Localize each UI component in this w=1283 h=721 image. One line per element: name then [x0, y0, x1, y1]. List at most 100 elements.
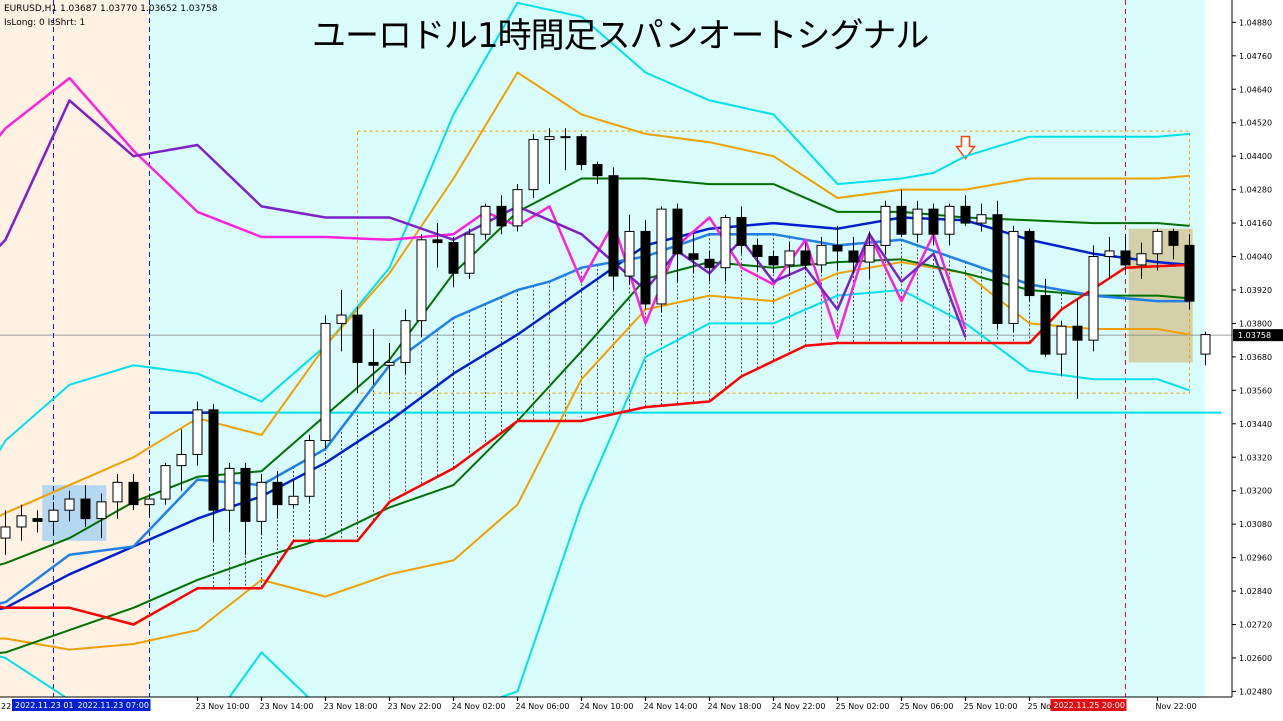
candle	[576, 133, 587, 171]
candle	[144, 493, 155, 516]
indicator-line	[0, 1, 1190, 452]
candle-body	[288, 495, 299, 506]
candle	[1200, 331, 1211, 366]
candle	[1024, 228, 1035, 302]
candle-body	[544, 136, 555, 140]
candle	[736, 206, 747, 254]
candle-body	[304, 440, 315, 497]
candle-body	[768, 256, 779, 266]
candle-body	[576, 136, 587, 166]
price-tick-label: 1.04160	[1239, 219, 1272, 228]
candle	[1040, 278, 1051, 357]
time-tick-label: 24 Nov 22:00	[772, 702, 826, 711]
candle-body	[208, 409, 219, 511]
candle	[240, 462, 251, 555]
candle-body	[928, 208, 939, 235]
candle	[256, 473, 267, 536]
candle	[928, 203, 939, 246]
candle-body	[688, 253, 699, 260]
candle-body	[1136, 253, 1147, 266]
candle	[208, 404, 219, 541]
candle-body	[592, 164, 603, 177]
candle	[416, 234, 427, 338]
price-tick-label: 1.04760	[1239, 52, 1272, 61]
candle	[784, 242, 795, 277]
candle-body	[1200, 334, 1211, 355]
candle	[640, 220, 651, 310]
price-tick-label: 1.04280	[1239, 186, 1272, 195]
candle	[944, 203, 955, 246]
candle	[1104, 237, 1115, 279]
candle	[80, 485, 91, 527]
candle-body	[352, 314, 363, 363]
candle	[768, 250, 779, 274]
time-marker-tag	[12, 699, 88, 711]
indicator-line	[0, 258, 1190, 654]
candle-body	[48, 509, 59, 522]
candle	[816, 237, 827, 274]
price-tick-label: 1.04640	[1239, 85, 1272, 94]
candle	[320, 315, 331, 449]
candle-body	[64, 498, 75, 511]
price-tick-label: 1.02480	[1239, 687, 1272, 696]
candle	[96, 493, 107, 539]
candle-body	[624, 230, 635, 277]
candle-body	[880, 205, 891, 246]
candle-body	[704, 258, 715, 269]
candle-body	[992, 214, 1003, 324]
candle-body	[528, 138, 539, 191]
candle	[752, 239, 763, 271]
candle-body	[1120, 250, 1131, 266]
candle-body	[480, 205, 491, 235]
candle-body	[960, 205, 971, 224]
time-tick-label: Nov 22:00	[1156, 702, 1197, 711]
candle-body	[400, 320, 411, 363]
candle-body	[128, 481, 139, 506]
indicator-line	[0, 261, 1190, 651]
candle	[496, 195, 507, 235]
candle-body	[224, 467, 235, 511]
time-tick-label: 22	[1, 702, 11, 711]
candle	[1088, 245, 1099, 352]
signal-status: IsLong: 0 IsShrt: 1	[4, 18, 86, 28]
candle-body	[80, 498, 91, 520]
candle	[880, 200, 891, 254]
candle	[272, 471, 283, 519]
candle	[368, 329, 379, 385]
candle	[688, 234, 699, 274]
time-tick-label: 24 Nov 18:00	[708, 702, 762, 711]
candle-body	[16, 515, 27, 528]
price-tick-label: 1.03080	[1239, 520, 1272, 529]
candle	[864, 231, 875, 279]
candle-body	[976, 214, 987, 224]
candle-body	[736, 217, 747, 246]
candle	[32, 510, 43, 533]
indicator-line	[0, 289, 1190, 721]
candle-body	[512, 189, 523, 227]
time-tick-label: 23 Nov 10:00	[196, 702, 250, 711]
indicator-line	[0, 263, 1190, 626]
candle-body	[0, 526, 11, 539]
time-marker-tag	[1050, 699, 1127, 711]
time-tick-label: 23 Nov 22:00	[388, 702, 442, 711]
candle-body	[1024, 230, 1035, 297]
candle-body	[1008, 230, 1019, 324]
candle-body	[832, 244, 843, 252]
candle	[848, 237, 859, 274]
candle-body	[272, 481, 283, 506]
candle	[112, 473, 123, 519]
candle	[176, 429, 187, 491]
candle	[1120, 234, 1131, 271]
candle-body	[320, 322, 331, 442]
session-zone	[0, 0, 150, 697]
candle	[48, 501, 59, 536]
price-tick-label: 1.04400	[1239, 152, 1272, 161]
candle	[992, 200, 1003, 330]
candle-body	[784, 250, 795, 266]
candle	[464, 228, 475, 279]
candle	[800, 242, 811, 271]
candle	[1056, 320, 1067, 377]
candle	[528, 133, 539, 198]
candle	[512, 184, 523, 232]
